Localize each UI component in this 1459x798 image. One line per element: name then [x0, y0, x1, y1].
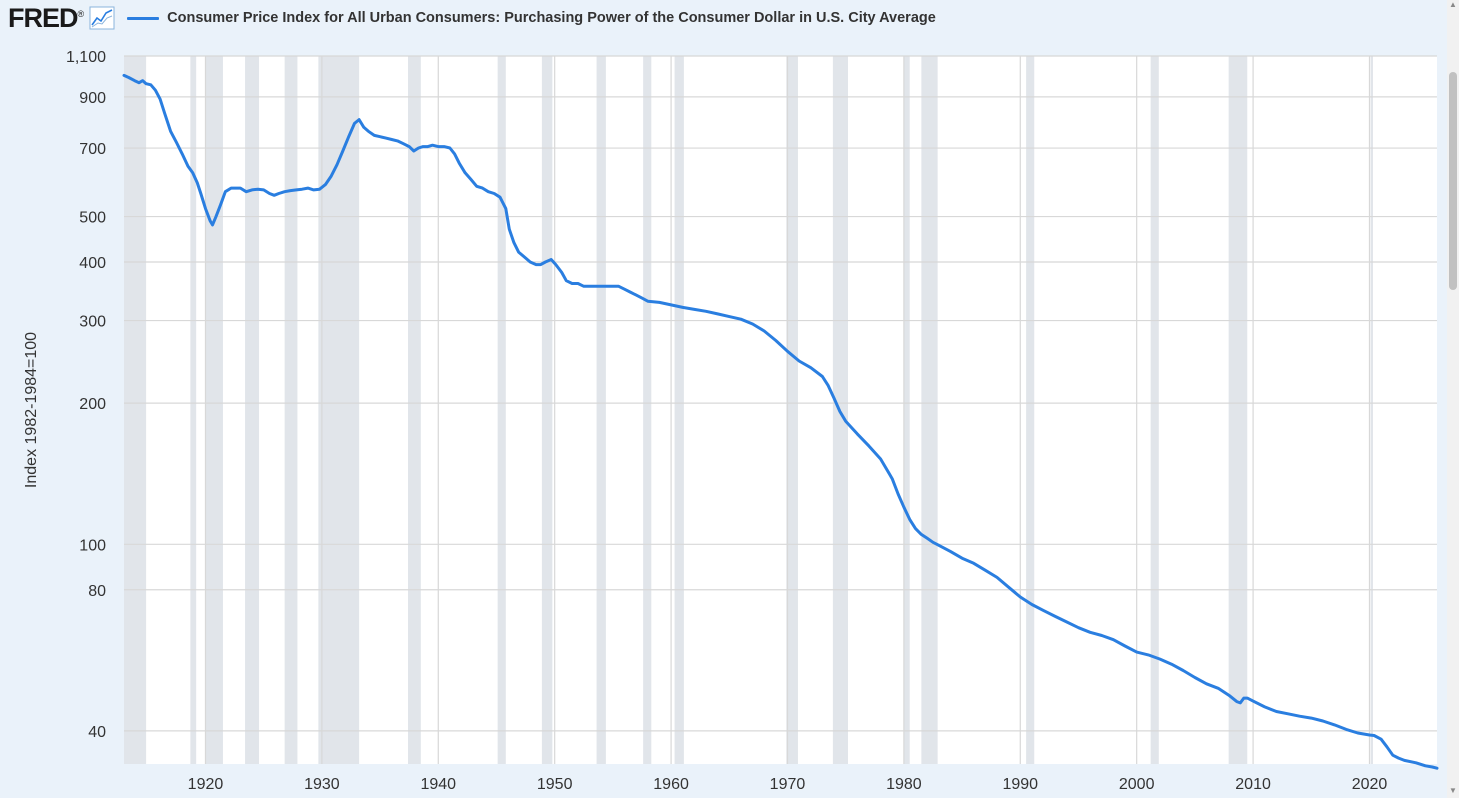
chart-header: FRED® Consumer Price Index for All Urban… — [0, 0, 1446, 36]
recession-band — [643, 56, 652, 764]
grid-lines — [124, 55, 1437, 764]
y-tick-label: 400 — [79, 255, 106, 272]
x-tick-label: 1960 — [653, 776, 689, 793]
y-tick-label: 700 — [79, 141, 106, 158]
chart-line-icon[interactable] — [89, 6, 115, 30]
recession-band — [674, 56, 684, 764]
y-axis-ticks: 1,100 900 700 500 400 300 200 100 80 40 — [66, 49, 106, 741]
recession-band — [541, 56, 553, 764]
y-axis-title: Index 1982-1984=100 — [23, 332, 40, 488]
x-axis-ticks: 1920 1930 1940 1950 1960 1970 1980 1990 2000 2010… — [188, 776, 1388, 793]
series-layer — [122, 73, 1439, 770]
recession-band — [786, 56, 798, 764]
x-tick-label: 2020 — [1352, 776, 1388, 793]
x-tick-label: 1930 — [304, 776, 340, 793]
y-tick-label: 500 — [79, 210, 106, 227]
page-scrollbar[interactable]: ▲ ▼ — [1447, 0, 1459, 798]
x-tick-label: 1950 — [537, 776, 573, 793]
recession-band — [284, 56, 298, 764]
scroll-up-arrow-icon[interactable]: ▲ — [1449, 0, 1457, 9]
x-tick-label: 1980 — [886, 776, 922, 793]
recession-band — [921, 56, 938, 764]
chart-title: Consumer Price Index for All Urban Consu… — [167, 10, 936, 26]
recession-band — [903, 56, 910, 764]
recession-band — [497, 56, 506, 764]
y-tick-label: 100 — [79, 537, 106, 554]
scrollbar-thumb[interactable] — [1449, 72, 1457, 290]
scroll-down-arrow-icon[interactable]: ▼ — [1449, 786, 1457, 795]
recession-band — [190, 56, 197, 764]
y-tick-label: 200 — [79, 396, 106, 413]
y-tick-label: 300 — [79, 314, 106, 331]
fred-logo[interactable]: FRED® — [8, 2, 85, 33]
y-tick-label: 80 — [88, 583, 106, 600]
y-tick-label: 1,100 — [66, 49, 106, 66]
recession-band — [1370, 56, 1373, 764]
x-tick-label: 1990 — [1002, 776, 1038, 793]
series-line[interactable] — [122, 73, 1439, 770]
recession-band — [124, 56, 147, 764]
x-tick-label: 1970 — [770, 776, 806, 793]
recession-band — [1026, 56, 1035, 764]
fred-logo-trademark: ® — [77, 8, 85, 19]
recession-band — [245, 56, 260, 764]
x-tick-label: 2010 — [1235, 776, 1271, 793]
fred-logo-text: FRED — [8, 2, 78, 33]
recession-band — [596, 56, 606, 764]
x-tick-label: 2000 — [1119, 776, 1155, 793]
recession-band — [1150, 56, 1159, 764]
recession-band — [1228, 56, 1248, 764]
recession-band — [318, 56, 360, 764]
x-tick-label: 1920 — [188, 776, 224, 793]
recession-band — [205, 56, 223, 764]
legend-series-swatch — [127, 16, 160, 20]
y-tick-label: 900 — [79, 90, 106, 107]
y-tick-label: 40 — [88, 724, 106, 741]
x-tick-label: 1940 — [420, 776, 456, 793]
recession-bands — [124, 56, 1373, 764]
recession-band — [408, 56, 421, 764]
